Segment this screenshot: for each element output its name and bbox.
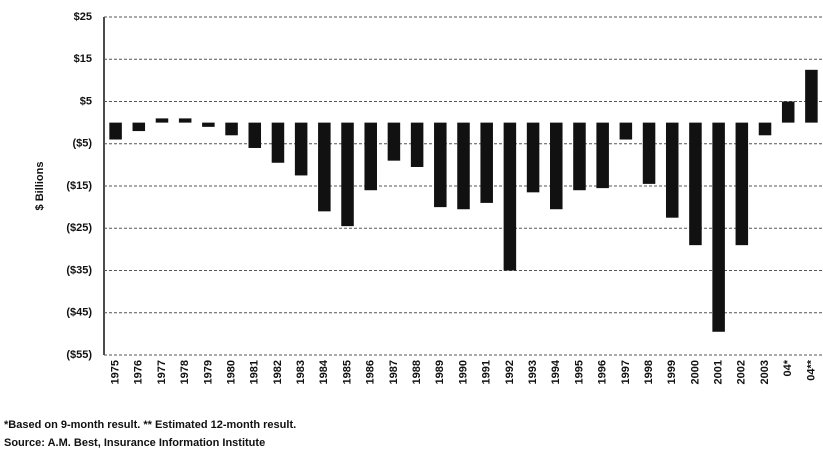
bar [503,122,517,271]
x-tick-label: 1994 [550,359,562,384]
y-tick-label: ($35) [66,264,92,276]
bar [364,122,377,191]
bar [318,122,331,212]
x-tick-label: 1985 [341,360,353,384]
bar [341,122,354,227]
y-axis-label: $ Billions [34,162,46,211]
x-tick-label: 1999 [666,360,678,384]
bar [225,122,238,136]
bar [387,122,401,161]
bar [294,122,308,176]
y-tick-label: ($45) [66,307,92,319]
x-tick-label: 1995 [573,360,585,384]
x-tick-label: 1977 [156,360,168,384]
bar [573,122,586,191]
bar [642,122,656,184]
x-tick-label: 1997 [620,360,632,384]
bar [712,122,725,332]
y-tick-label: ($5) [72,138,92,150]
bar [805,69,818,123]
bar [735,122,749,246]
y-tick-label: ($25) [66,222,92,234]
x-tick-label: 1982 [272,360,284,384]
bar [434,122,447,208]
x-tick-label: 1998 [643,360,655,384]
bar [178,118,192,123]
x-tick-label: 1980 [225,360,237,384]
x-tick-label: 1991 [481,360,493,384]
bar [758,122,772,136]
bar [109,122,122,140]
x-tick-label: 1976 [133,360,145,384]
bar [550,122,563,210]
x-tick-label: 04* [782,359,794,376]
bar [781,101,795,123]
bar [526,122,540,193]
x-tick-label: 04** [805,359,817,381]
x-tick-label: 1990 [457,360,469,384]
bar [132,122,146,132]
x-tick-label: 2003 [759,360,771,384]
y-tick-label: ($15) [66,180,92,192]
x-tick-label: 1978 [179,360,191,384]
x-tick-label: 1979 [202,360,214,384]
x-tick-label: 1988 [411,360,423,384]
source: Source: A.M. Best, Insurance Information… [4,437,265,449]
bar [619,122,633,140]
x-tick-label: 1981 [249,360,261,384]
x-tick-label: 1993 [527,360,539,384]
x-tick-label: 2000 [689,360,701,384]
x-tick-label: 2001 [713,360,725,384]
y-tick-label: ($55) [66,349,92,361]
bar [480,122,493,203]
footnote: *Based on 9-month result. ** Estimated 1… [4,419,296,431]
x-tick-label: 1983 [295,360,307,384]
y-tick-label: $5 [80,95,92,107]
bar [665,122,679,218]
y-tick-label: $25 [74,11,92,23]
x-tick-label: 1996 [597,360,609,384]
y-tick-label: $15 [74,53,92,65]
x-tick-label: 1992 [504,360,516,384]
bar [596,122,609,189]
bar [689,122,702,246]
bar [457,122,470,210]
bar [410,122,424,167]
x-tick-label: 1975 [110,360,122,384]
x-tick-label: 1984 [318,359,330,384]
bar [271,122,285,163]
x-tick-label: 2002 [736,360,748,384]
bar [248,122,262,148]
x-tick-label: 1989 [434,360,446,384]
bar [155,118,169,123]
x-tick-label: 1986 [365,360,377,384]
bar [202,122,215,127]
x-tick-label: 1987 [388,360,400,384]
